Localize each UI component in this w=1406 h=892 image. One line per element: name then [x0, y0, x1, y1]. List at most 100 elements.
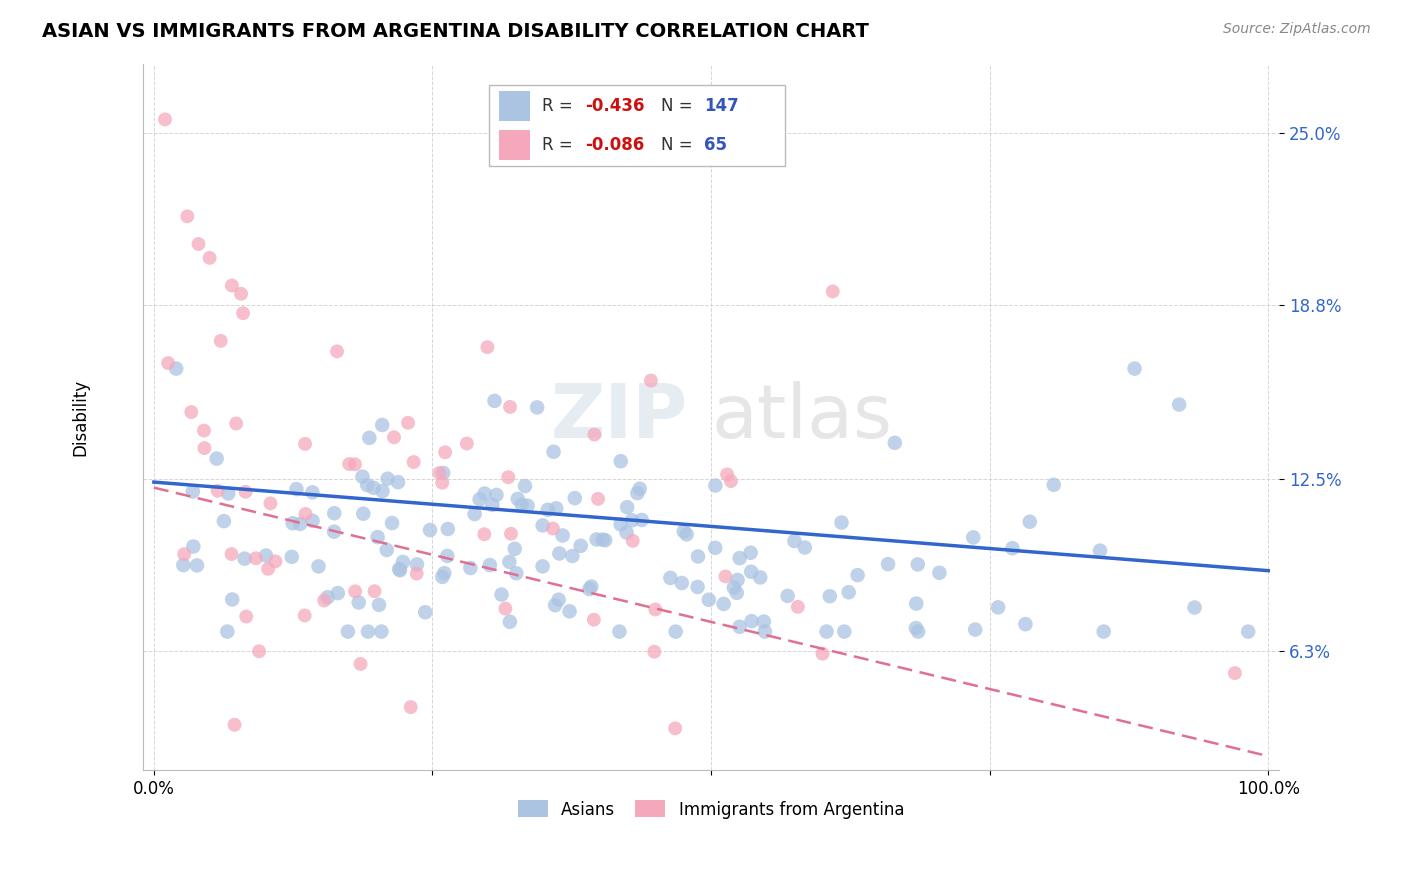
Point	[1001, 541, 1024, 556]
Point	[582, 613, 605, 627]
Point	[526, 401, 548, 415]
Point	[460, 561, 482, 575]
Point	[301, 514, 323, 528]
Point	[907, 624, 929, 639]
Text: R =: R =	[541, 136, 578, 154]
Point	[610, 454, 633, 468]
Point	[928, 566, 950, 580]
Point	[503, 541, 526, 556]
Point	[846, 568, 869, 582]
Point	[427, 466, 450, 480]
Point	[543, 444, 565, 458]
Point	[301, 485, 323, 500]
Point	[285, 482, 308, 496]
Point	[359, 431, 381, 445]
Point	[697, 592, 720, 607]
Point	[294, 507, 316, 521]
Point	[225, 417, 247, 431]
Text: 65: 65	[704, 136, 727, 154]
Point	[644, 602, 666, 616]
Point	[728, 551, 751, 566]
Point	[352, 507, 374, 521]
Point	[254, 549, 277, 563]
Point	[349, 657, 371, 671]
Point	[198, 251, 221, 265]
Point	[905, 597, 928, 611]
Point	[247, 644, 270, 658]
Point	[432, 475, 454, 490]
Text: -0.086: -0.086	[585, 136, 644, 154]
Point	[965, 623, 987, 637]
Point	[815, 624, 838, 639]
Point	[630, 513, 652, 527]
Point	[432, 466, 454, 480]
Point	[363, 584, 385, 599]
Point	[1223, 666, 1246, 681]
Point	[477, 340, 499, 354]
Point	[193, 441, 215, 455]
Point	[1092, 624, 1115, 639]
Point	[176, 210, 198, 224]
Point	[413, 605, 436, 619]
Point	[531, 559, 554, 574]
Point	[491, 588, 513, 602]
Point	[581, 580, 603, 594]
Point	[323, 524, 346, 539]
Point	[367, 530, 389, 544]
Point	[233, 551, 256, 566]
Point	[399, 700, 422, 714]
Point	[224, 717, 246, 731]
Point	[153, 112, 176, 127]
Point	[609, 517, 631, 532]
Point	[537, 502, 560, 516]
Point	[281, 516, 304, 531]
Point	[314, 593, 336, 607]
FancyBboxPatch shape	[489, 86, 785, 167]
Point	[288, 516, 311, 531]
Point	[640, 374, 662, 388]
Point	[713, 597, 735, 611]
Point	[294, 437, 316, 451]
Point	[728, 620, 751, 634]
Point	[513, 479, 536, 493]
Point	[232, 306, 254, 320]
Point	[593, 533, 616, 548]
Point	[474, 486, 496, 500]
Point	[877, 557, 900, 571]
Point	[616, 500, 638, 515]
Point	[352, 469, 374, 483]
Point	[546, 501, 568, 516]
Point	[336, 624, 359, 639]
Point	[245, 551, 267, 566]
Point	[402, 455, 425, 469]
Point	[1018, 515, 1040, 529]
Point	[883, 435, 905, 450]
Point	[672, 524, 695, 539]
Point	[609, 624, 631, 639]
Point	[754, 624, 776, 639]
Point	[326, 586, 349, 600]
Point	[173, 547, 195, 561]
Point	[257, 562, 280, 576]
Point	[485, 488, 508, 502]
Point	[484, 393, 506, 408]
Point	[1123, 361, 1146, 376]
Point	[686, 580, 709, 594]
Point	[498, 470, 520, 484]
Point	[505, 566, 527, 581]
Point	[628, 482, 651, 496]
Point	[907, 558, 929, 572]
Point	[388, 562, 411, 576]
Text: -0.436: -0.436	[585, 97, 644, 115]
Point	[357, 624, 380, 639]
Point	[478, 558, 501, 572]
Point	[564, 491, 586, 505]
Point	[437, 522, 460, 536]
Text: 147: 147	[704, 97, 740, 115]
Point	[157, 356, 180, 370]
Point	[830, 516, 852, 530]
Point	[585, 533, 607, 547]
Point	[481, 498, 503, 512]
Point	[616, 525, 638, 540]
Point	[578, 582, 600, 596]
